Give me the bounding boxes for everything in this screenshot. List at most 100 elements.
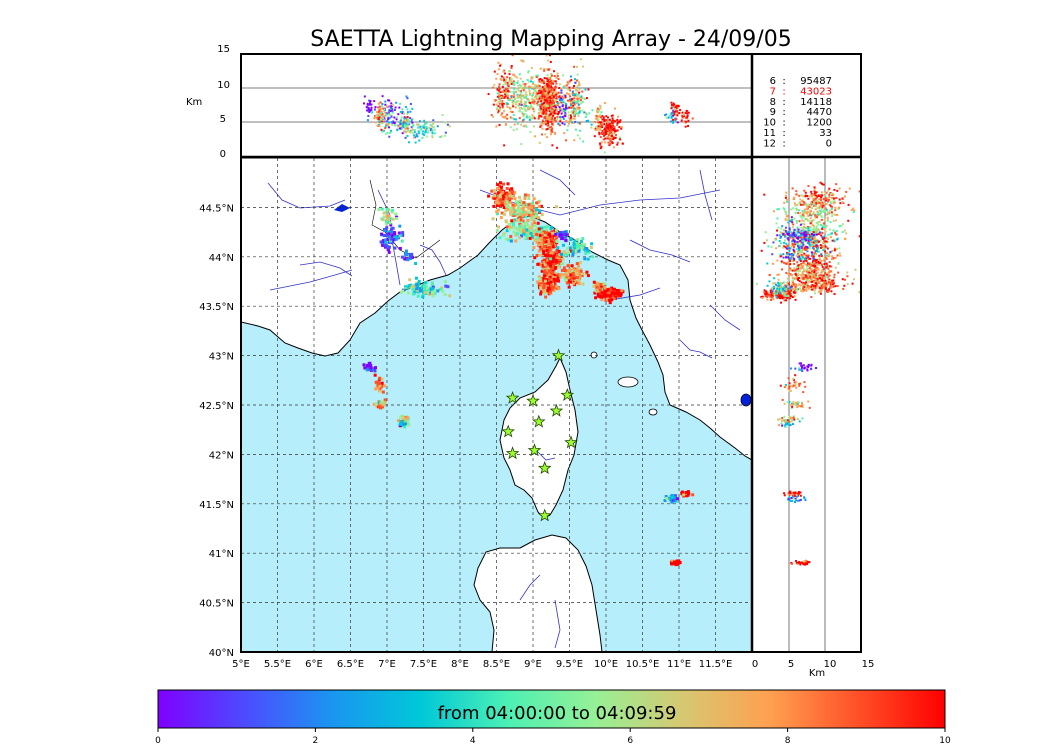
altitude-point [507, 95, 510, 98]
lightning-point [520, 212, 524, 216]
altitude-point [497, 61, 500, 64]
side-point [796, 228, 799, 231]
side-point [791, 242, 794, 245]
side-point [806, 275, 809, 278]
side-point [845, 190, 848, 193]
station-star-icon [505, 390, 520, 404]
altitude-point [559, 120, 562, 123]
side-point [803, 247, 806, 250]
altitude-point [439, 136, 442, 139]
side-point [802, 220, 805, 223]
lightning-point [532, 230, 536, 234]
lightning-point [403, 257, 407, 261]
side-point [797, 252, 800, 255]
altitude-point [619, 119, 622, 122]
altitude-point [377, 114, 380, 117]
altitude-point [557, 110, 560, 113]
side-point [813, 261, 816, 264]
altitude-point [545, 100, 548, 103]
altitude-point [395, 118, 398, 121]
altitude-point [512, 129, 515, 132]
altitude-point [373, 108, 376, 111]
side-point [809, 231, 812, 234]
altitude-point [424, 129, 427, 132]
altitude-point [552, 95, 555, 98]
altitude-point [498, 123, 501, 126]
altitude-point [509, 90, 512, 93]
altitude-point [525, 101, 528, 104]
side-point [806, 250, 809, 253]
altitude-point [539, 88, 542, 91]
altitude-point [523, 112, 526, 115]
altitude-point [524, 93, 527, 96]
altitude-point [676, 106, 679, 109]
lightning-point [518, 224, 522, 228]
lightning-point [594, 296, 598, 300]
side-point [794, 243, 797, 246]
lightning-point [378, 384, 382, 388]
altitude-point [540, 79, 543, 82]
side-point [828, 195, 831, 198]
lightning-point [554, 258, 558, 262]
side-point [799, 267, 802, 270]
altitude-point [595, 109, 598, 112]
lightning-point [511, 203, 515, 207]
altitude-point [522, 125, 525, 128]
altitude-point [601, 132, 604, 135]
side-point [808, 262, 811, 265]
altitude-point [608, 138, 611, 141]
altitude-point [665, 116, 668, 119]
lightning-point [383, 245, 387, 249]
altitude-point [605, 115, 608, 118]
side-point [802, 227, 805, 230]
side-point [842, 287, 845, 290]
side-point [785, 191, 788, 194]
altitude-point [606, 124, 609, 127]
altitude-point [595, 114, 598, 117]
lightning-point [606, 288, 610, 292]
lightning-point [491, 217, 495, 221]
altitude-point [500, 94, 503, 97]
altitude-point [603, 127, 606, 130]
side-point [840, 224, 843, 227]
side-point [767, 245, 770, 248]
side-point [783, 239, 786, 242]
lightning-point [574, 273, 578, 277]
altitude-point [378, 120, 381, 123]
lightning-point [383, 234, 387, 238]
side-point [826, 216, 829, 219]
altitude-point [529, 94, 532, 97]
side-point [843, 229, 846, 232]
altitude-point [520, 103, 523, 106]
side-point [829, 251, 832, 254]
side-panel: 0 5 10 15 Km [752, 158, 874, 679]
lightning-point [559, 273, 563, 277]
altitude-point [594, 129, 597, 132]
altitude-point [390, 106, 393, 109]
altitude-point [562, 101, 565, 104]
lightning-point [529, 231, 533, 235]
lightning-point [510, 221, 514, 225]
altitude-point [601, 129, 604, 132]
altitude-point [584, 88, 587, 91]
altitude-point [395, 101, 398, 104]
altitude-point [527, 98, 530, 101]
side-point [814, 205, 817, 208]
lightning-point [567, 270, 571, 274]
altitude-point [552, 80, 555, 83]
altitude-point [387, 99, 390, 102]
altitude-point [414, 141, 417, 144]
lightning-point [561, 262, 565, 266]
lightning-point [492, 204, 496, 208]
side-point [813, 187, 816, 190]
lightning-point [383, 398, 387, 402]
altitude-point [401, 122, 404, 125]
side-point [822, 245, 825, 248]
altitude-point [497, 109, 500, 112]
altitude-point [499, 96, 502, 99]
stats-count: 4470 [807, 107, 832, 118]
altitude-point [541, 127, 544, 130]
altitude-point [508, 76, 511, 79]
altitude-point [577, 80, 580, 83]
altitude-point [517, 104, 520, 107]
